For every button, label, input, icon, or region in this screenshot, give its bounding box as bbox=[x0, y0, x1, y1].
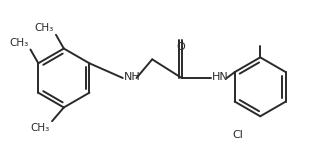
Text: Cl: Cl bbox=[232, 130, 243, 140]
Text: CH₃: CH₃ bbox=[9, 38, 28, 48]
Text: O: O bbox=[176, 42, 185, 52]
Text: CH₃: CH₃ bbox=[35, 23, 54, 33]
Text: NH: NH bbox=[124, 72, 141, 82]
Text: HN: HN bbox=[212, 72, 229, 82]
Text: CH₃: CH₃ bbox=[31, 123, 50, 133]
